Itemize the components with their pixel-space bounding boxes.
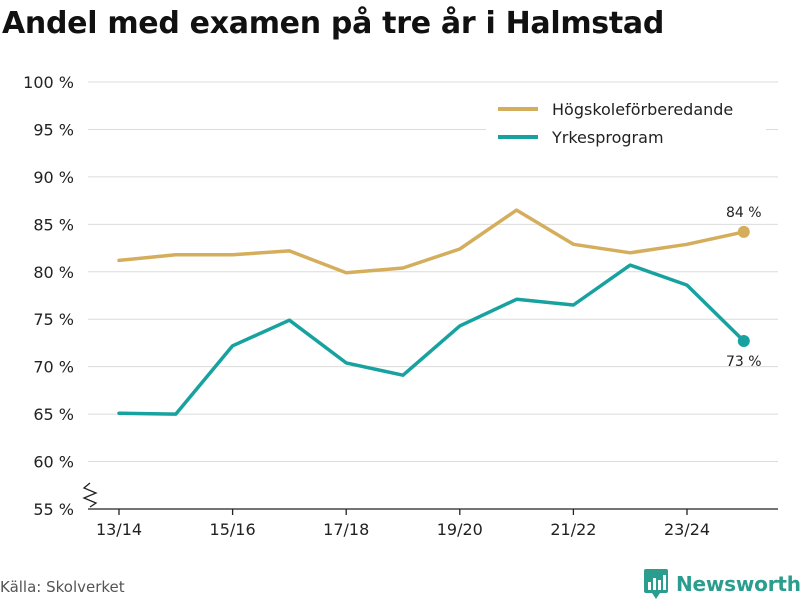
y-tick-label-100: 100 % [23,73,74,92]
series-lines: 84 % 73 % [117,205,762,416]
y-tick-label-90: 90 % [33,168,74,187]
x-tick-label-17/18: 17/18 [323,520,369,539]
x-tick-label-15/16: 15/16 [210,520,256,539]
x-tick-label-13/14: 13/14 [96,520,142,539]
series-1-end-marker [737,335,750,348]
legend-background [486,94,766,156]
x-axis: 13/14 15/16 17/18 19/20 21/22 23/24 [82,482,778,539]
series-0-end-label: 84 % [726,205,762,221]
legend: Högskoleförberedande Yrkesprogram [486,94,766,156]
y-tick-label-80: 80 % [33,263,74,282]
chart-title: Andel med examen på tre år i Halmstad [2,6,665,41]
series-line-0 [117,208,746,275]
y-tick-label-75: 75 % [33,310,74,329]
axis-break-icon [82,482,98,508]
y-tick-label-60: 60 % [33,453,74,472]
y-tick-label-95: 95 % [33,120,74,139]
y-tick-label-65: 65 % [33,405,74,424]
y-axis-ticks: 55 % 60 % 65 % 70 % 75 % 80 % 85 % 90 % 95 % 100 … [23,73,74,519]
y-tick-label-70: 70 % [33,358,74,377]
x-tick-label-21/22: 21/22 [550,520,596,539]
legend-label-1: Yrkesprogram [551,128,664,147]
newsworthy-logo-icon [644,569,668,599]
brand-name: Newsworthy [676,572,800,596]
series-1-end-label: 73 % [726,354,762,370]
x-tick-label-23/24: 23/24 [664,520,710,539]
source-note: Källa: Skolverket [0,578,125,596]
brand-logo[interactable]: Newsworthy [644,568,800,600]
x-tick-label-19/20: 19/20 [437,520,483,539]
legend-label-0: Högskoleförberedande [552,100,733,119]
series-line-1 [117,263,746,416]
line-chart: 55 % 60 % 65 % 70 % 75 % 80 % 85 % 90 % 95 % 100 … [23,73,778,539]
y-tick-label-85: 85 % [33,215,74,234]
y-tick-label-55: 55 % [33,500,74,519]
gridlines [88,81,778,463]
series-0-end-marker [737,225,750,238]
